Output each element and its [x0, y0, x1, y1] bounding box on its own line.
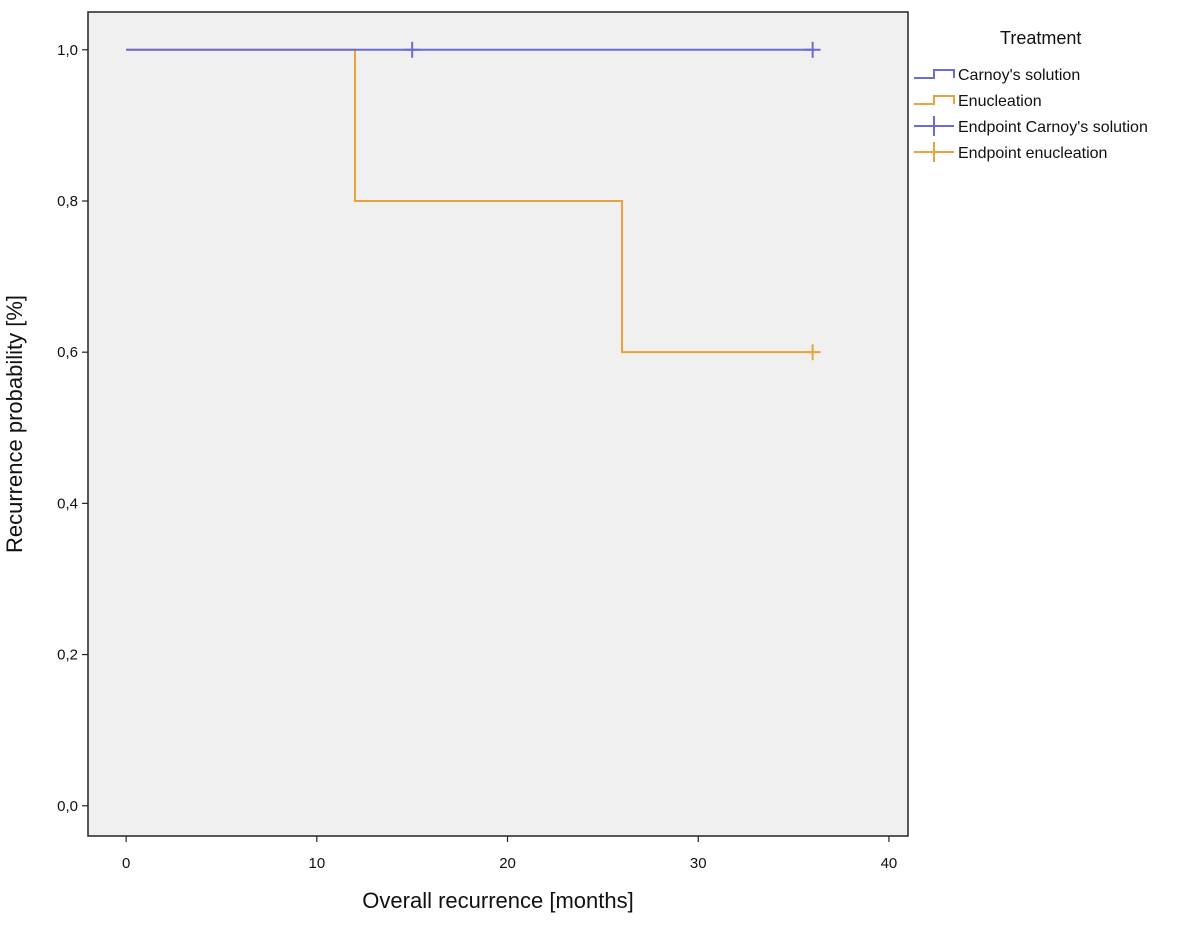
legend-label: Endpoint Carnoy's solution	[958, 119, 1148, 136]
legend-label: Carnoy's solution	[958, 67, 1080, 84]
legend-label: Endpoint enucleation	[958, 145, 1107, 162]
x-tick-label: 20	[499, 855, 516, 872]
legend-item: Enucleation	[914, 93, 1042, 110]
legend-step-swatch	[914, 69, 955, 79]
x-tick-label: 30	[690, 855, 707, 872]
y-tick-label: 0,0	[57, 798, 78, 815]
plot-area	[87, 11, 909, 837]
legend-title: Treatment	[1000, 28, 1081, 48]
x-axis-title: Overall recurrence [months]	[362, 888, 633, 913]
censor-mark-carnoy-s-solution	[804, 41, 821, 58]
legend-step-swatch	[914, 95, 955, 105]
y-tick-label: 0,4	[57, 495, 78, 512]
y-tick-label: 0,8	[57, 193, 78, 210]
x-tick-label: 10	[308, 855, 325, 872]
y-tick-label: 1,0	[57, 42, 78, 59]
y-tick-label: 0,6	[57, 344, 78, 361]
legend-item: Endpoint Carnoy's solution	[914, 116, 1148, 136]
series-layer	[126, 41, 821, 361]
y-tick-label: 0,2	[57, 647, 78, 664]
legend-item: Carnoy's solution	[914, 67, 1080, 84]
y-axis-title: Recurrence probability [%]	[2, 295, 27, 553]
axes: 0,0 0,2 0,4 0,6 0,8 1,0 0 10 20 30 40	[57, 42, 897, 872]
legend-label: Enucleation	[958, 93, 1042, 110]
legend-item: Endpoint enucleation	[914, 142, 1107, 162]
x-tick-label: 40	[881, 855, 898, 872]
x-tick-label: 0	[122, 855, 130, 872]
censor-mark-carnoy-s-solution	[404, 41, 421, 58]
legend: Treatment Carnoy's solution Enucleation En…	[914, 28, 1148, 162]
censor-mark-enucleation	[804, 344, 821, 361]
